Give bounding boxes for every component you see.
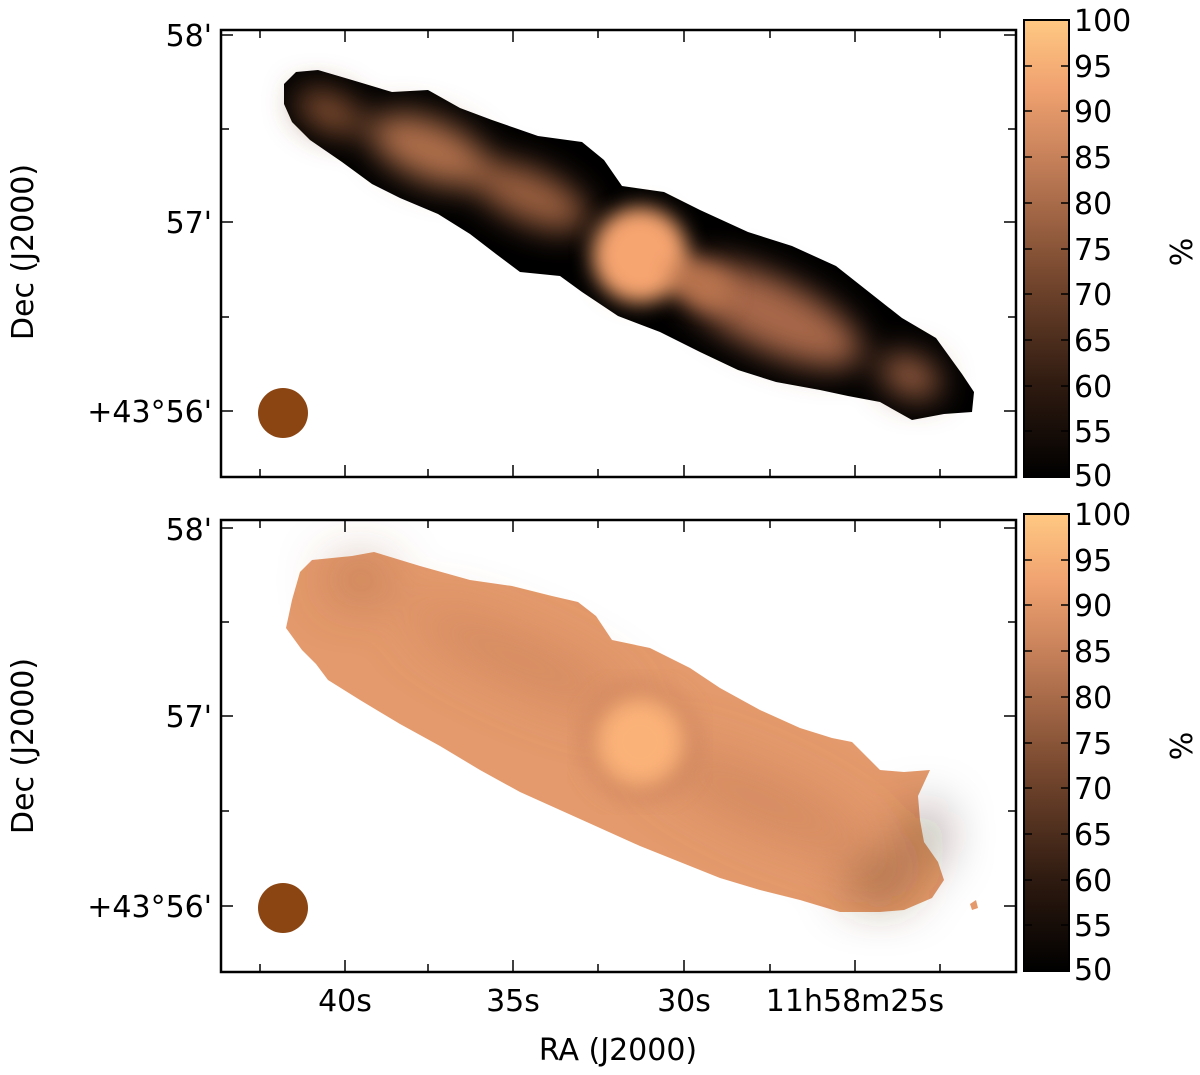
top-cbar-label-70: 70 xyxy=(1074,278,1112,313)
bottom-ytick-label-58: 58' xyxy=(166,513,212,548)
bottom-panel: 58' 57' +43°56' Dec (J2000) 40s 35s 30s … xyxy=(6,498,1200,1068)
top-y-ticks xyxy=(221,34,1016,412)
top-beam-marker xyxy=(258,388,308,438)
top-blob-se xyxy=(879,353,941,399)
top-ylabel: Dec (J2000) xyxy=(6,164,41,340)
bottom-shade-5 xyxy=(913,809,937,861)
top-cbar-label-80: 80 xyxy=(1074,187,1112,222)
bottom-cbar-label-60: 60 xyxy=(1074,864,1112,899)
top-x-ticks xyxy=(259,30,941,477)
bottom-colorbar-label: % xyxy=(1165,732,1200,761)
bottom-cbar-label-90: 90 xyxy=(1074,589,1112,624)
bottom-cbar-label-50: 50 xyxy=(1074,953,1112,988)
top-nucleus xyxy=(592,207,688,303)
bottom-y-ticks xyxy=(221,527,1016,907)
bottom-xtick-label-35s: 35s xyxy=(486,984,540,1019)
top-blob-upper-arm xyxy=(369,113,491,187)
bottom-heatmap xyxy=(286,552,978,912)
bottom-cbar-label-65: 65 xyxy=(1074,818,1112,853)
top-blob-nw xyxy=(296,89,364,135)
bottom-ytick-label-56: +43°56' xyxy=(87,890,212,925)
bottom-cbar-label-80: 80 xyxy=(1074,681,1112,716)
bottom-xlabel: RA (J2000) xyxy=(539,1033,697,1068)
top-nucleus-halo xyxy=(668,260,732,308)
top-cbar-label-95: 95 xyxy=(1074,50,1112,85)
bottom-xtick-label-40s: 40s xyxy=(318,984,372,1019)
top-cbar-label-60: 60 xyxy=(1074,370,1112,405)
top-heatmap xyxy=(284,70,974,420)
bottom-nucleus-ring xyxy=(582,684,698,800)
bottom-x-ticks xyxy=(259,520,941,972)
bottom-shade-3 xyxy=(649,746,871,854)
top-cbar-label-50: 50 xyxy=(1074,459,1112,494)
bottom-ylabel: Dec (J2000) xyxy=(6,658,41,834)
bottom-colorbar-ticks xyxy=(1024,559,1069,926)
bottom-stray-pixel xyxy=(970,900,978,910)
top-colorbar-label: % xyxy=(1165,238,1200,267)
bottom-nucleus xyxy=(598,700,682,784)
bottom-cbar-label-85: 85 xyxy=(1074,635,1112,670)
top-cbar-label-75: 75 xyxy=(1074,233,1112,268)
bottom-cbar-label-55: 55 xyxy=(1074,909,1112,944)
bottom-cbar-label-95: 95 xyxy=(1074,544,1112,579)
top-blob-mid-arm xyxy=(472,161,588,231)
bottom-shade-1 xyxy=(330,564,390,596)
top-ytick-label-57: 57' xyxy=(166,206,212,241)
top-panel: 58' 57' +43°56' Dec (J2000) 100 95 90 85… xyxy=(6,4,1200,494)
bottom-axes-frame xyxy=(219,518,1018,974)
top-cbar-label-55: 55 xyxy=(1074,415,1112,450)
top-cbar-label-100: 100 xyxy=(1074,4,1131,39)
top-colorbar-ticks xyxy=(1024,65,1069,432)
top-cbar-label-85: 85 xyxy=(1074,141,1112,176)
top-ytick-label-56: +43°56' xyxy=(87,395,212,430)
bottom-xtick-label-30s: 30s xyxy=(657,984,711,1019)
bottom-cbar-label-75: 75 xyxy=(1074,727,1112,762)
top-ytick-label-58: 58' xyxy=(166,19,212,54)
bottom-ytick-label-57: 57' xyxy=(166,700,212,735)
top-colorbar-tick-labels: 100 95 90 85 80 75 70 65 60 55 50 xyxy=(1074,4,1131,494)
top-axes-frame xyxy=(219,28,1018,479)
bottom-xtick-label-25s: 11h58m25s xyxy=(766,984,944,1019)
bottom-beam-marker xyxy=(258,883,308,933)
bottom-shade-4 xyxy=(848,862,912,898)
top-cbar-label-90: 90 xyxy=(1074,95,1112,130)
bottom-cbar-label-70: 70 xyxy=(1074,772,1112,807)
bottom-shade-2 xyxy=(410,607,630,713)
bottom-colorbar-tick-labels: 100 95 90 85 80 75 70 65 60 55 50 xyxy=(1074,498,1131,988)
bottom-cbar-label-100: 100 xyxy=(1074,498,1131,533)
top-cbar-label-65: 65 xyxy=(1074,324,1112,359)
